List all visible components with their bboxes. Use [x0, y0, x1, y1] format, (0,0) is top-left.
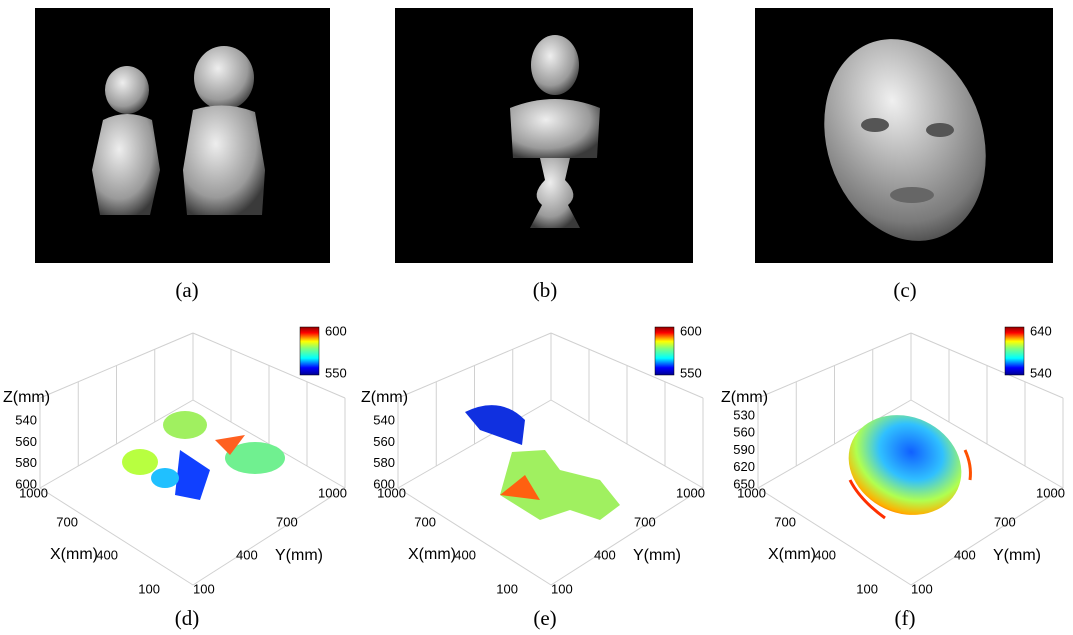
- y-tick-label: 100: [911, 581, 933, 596]
- figure: (a) (b) (c) Z(mm) 540 560 580 600 1000 700 400 1…: [0, 0, 1073, 635]
- x-tick-label: 400: [454, 547, 476, 562]
- x-tick-label: 100: [138, 581, 160, 596]
- x-tick-label: 1000: [737, 485, 766, 500]
- y-tick-label: 700: [994, 514, 1016, 529]
- axis-label: Z(mm): [721, 389, 768, 406]
- y-tick-label: 400: [594, 547, 616, 562]
- axis-line: [193, 488, 345, 585]
- axis-label: Y(mm): [993, 547, 1041, 564]
- z-tick-label: 540: [373, 412, 395, 427]
- axis-label: Y(mm): [633, 547, 681, 564]
- x-tick-label: 1000: [19, 485, 48, 500]
- colorbar-label: 600: [325, 323, 347, 338]
- photo-b: [395, 8, 693, 263]
- colorbar-label: 540: [1030, 365, 1052, 380]
- z-tick-label: 560: [733, 425, 755, 440]
- x-tick-label: 400: [814, 547, 836, 562]
- z-tick-label: 530: [733, 407, 755, 422]
- x-tick-label: 700: [414, 514, 436, 529]
- z-tick-label: 580: [373, 455, 395, 470]
- colorbar-label: 640: [1030, 323, 1052, 338]
- photo-a: [35, 8, 330, 263]
- z-tick-label: 580: [15, 455, 37, 470]
- colorbar: [655, 327, 674, 375]
- axis-label: Z(mm): [361, 389, 408, 406]
- z-tick-label: 560: [373, 434, 395, 449]
- x-tick-label: 100: [496, 581, 518, 596]
- axis-label: X(mm): [50, 546, 98, 563]
- caption: (c): [893, 278, 916, 302]
- axis-label: Z(mm): [3, 389, 50, 406]
- surface-e: [465, 405, 620, 520]
- caption: (b): [533, 278, 558, 302]
- y-tick-label: 400: [954, 547, 976, 562]
- y-tick-label: 1000: [1036, 485, 1065, 500]
- x-tick-label: 700: [56, 514, 78, 529]
- colorbar: [1005, 327, 1024, 375]
- colorbar-label: 550: [680, 365, 702, 380]
- caption: (d): [175, 606, 200, 630]
- page: (a) (b) (c) Z(mm) 540 560 580 600 1000 700 400 1…: [0, 0, 1073, 635]
- caption: (f): [895, 606, 916, 630]
- x-tick-label: 400: [96, 547, 118, 562]
- x-tick-label: 100: [856, 581, 878, 596]
- colorbar: [300, 327, 319, 375]
- z-tick-label: 620: [733, 459, 755, 474]
- axis-label: X(mm): [408, 546, 456, 563]
- y-tick-label: 100: [551, 581, 573, 596]
- axis-line: [40, 488, 193, 585]
- z-tick-label: 560: [15, 434, 37, 449]
- axis-label: Y(mm): [275, 547, 323, 564]
- x-tick-label: 700: [774, 514, 796, 529]
- y-tick-label: 1000: [318, 485, 347, 500]
- y-tick-label: 100: [193, 581, 215, 596]
- y-tick-label: 700: [634, 514, 656, 529]
- colorbar-label: 600: [680, 323, 702, 338]
- caption: (a): [175, 278, 198, 302]
- photo-c: [755, 8, 1053, 263]
- x-tick-label: 1000: [377, 485, 406, 500]
- surface-d: [122, 411, 285, 500]
- y-tick-label: 1000: [676, 485, 705, 500]
- z-tick-label: 590: [733, 442, 755, 457]
- colorbar-label: 550: [325, 365, 347, 380]
- surface-f: [832, 397, 978, 533]
- caption: (e): [533, 606, 556, 630]
- y-tick-label: 700: [276, 514, 298, 529]
- z-tick-label: 540: [15, 412, 37, 427]
- y-tick-label: 400: [236, 547, 258, 562]
- axis-label: X(mm): [768, 546, 816, 563]
